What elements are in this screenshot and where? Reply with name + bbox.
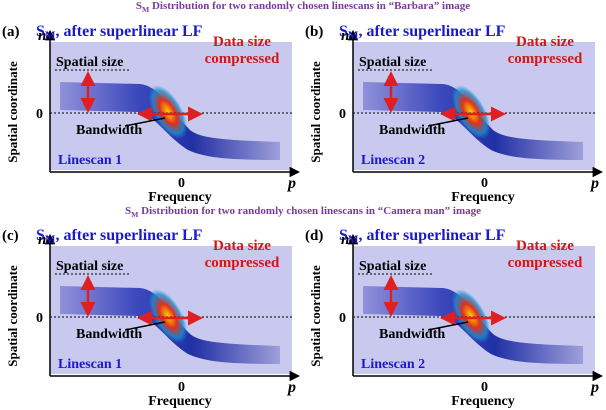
compressed: Data size [516, 34, 574, 50]
text: , after superlinear LF [358, 23, 505, 40]
text: , after superlinear LF [55, 23, 202, 40]
symbol: S [339, 23, 348, 40]
compressed: compressed [508, 255, 583, 271]
panel-title: SM, after superlinear LF [339, 23, 506, 42]
x-axis-label: Frequency [148, 190, 212, 205]
bandwidth-pointer [427, 117, 469, 127]
symbol: S [339, 227, 348, 244]
compressed: Data size [213, 34, 271, 50]
bandwidth-pointer [124, 117, 166, 127]
compressed: Data size [516, 238, 574, 254]
panel-title: SM, after superlinear LF [36, 23, 203, 42]
text: Distribution for two randomly chosen lin… [138, 205, 481, 217]
linescan: Linescan 1 [58, 153, 122, 168]
panel-label: (c) [2, 228, 19, 244]
y-zero: 0 [339, 107, 346, 122]
bandwidth-pointer [124, 321, 166, 331]
text: , after superlinear LF [55, 227, 202, 244]
panel-label: (b) [305, 24, 323, 40]
spatial-size: Spatial size [359, 259, 426, 274]
subscript: M [348, 234, 359, 246]
x-symbol: p [589, 379, 599, 396]
y-zero: 0 [339, 311, 346, 326]
panel-title: SM, after superlinear LF [339, 227, 506, 246]
compressed: compressed [205, 51, 280, 67]
symbol: S [136, 0, 142, 12]
bandwidth: Bandwidth [76, 327, 142, 342]
y-zero: 0 [36, 107, 43, 122]
compressed: compressed [508, 51, 583, 67]
text: , after superlinear LF [358, 227, 505, 244]
spatial-size: Spatial size [56, 259, 123, 274]
heading: SM Distribution for two randomly chosen … [125, 205, 481, 219]
bandwidth: Bandwidth [76, 123, 142, 138]
spatial-size: Spatial size [359, 55, 426, 70]
x-symbol: p [286, 379, 296, 396]
panel-title: SM, after superlinear LF [36, 227, 203, 246]
x-zero: 0 [481, 176, 488, 191]
subscript: M [45, 30, 56, 42]
y-axis-label: Spatial coordinate [5, 265, 20, 367]
y-axis-label: Spatial coordinate [308, 61, 323, 163]
x-symbol: p [286, 175, 296, 192]
linescan: Linescan 1 [58, 357, 122, 372]
x-symbol: p [589, 175, 599, 192]
symbol: S [36, 227, 45, 244]
y-symbol: n [341, 232, 349, 248]
compressed: Data size [213, 238, 271, 254]
heading: SM Distribution for two randomly chosen … [136, 0, 470, 14]
bandwidth-pointer [427, 321, 469, 331]
subscript: M [131, 210, 139, 219]
subscript: M [45, 234, 56, 246]
panel-label: (d) [305, 228, 323, 244]
linescan: Linescan 2 [361, 153, 425, 168]
y-axis-label: Spatial coordinate [308, 265, 323, 367]
spatial-size: Spatial size [56, 55, 123, 70]
panel-label: (a) [2, 24, 20, 40]
compressed: compressed [205, 255, 280, 271]
subscript: M [348, 30, 359, 42]
x-axis-label: Frequency [451, 190, 515, 205]
y-zero: 0 [36, 311, 43, 326]
x-axis-label: Frequency [451, 394, 515, 409]
y-axis-label: Spatial coordinate [5, 61, 20, 163]
text: Distribution for two randomly chosen lin… [149, 0, 470, 12]
symbol: S [125, 205, 131, 217]
x-zero: 0 [178, 380, 185, 395]
x-axis-label: Frequency [148, 394, 212, 409]
bandwidth: Bandwidth [379, 327, 445, 342]
x-zero: 0 [481, 380, 488, 395]
symbol: S [36, 23, 45, 40]
x-zero: 0 [178, 176, 185, 191]
linescan: Linescan 2 [361, 357, 425, 372]
bandwidth: Bandwidth [379, 123, 445, 138]
y-symbol: n [38, 28, 46, 44]
subscript: M [142, 5, 150, 14]
y-symbol: n [38, 232, 46, 248]
y-symbol: n [341, 28, 349, 44]
